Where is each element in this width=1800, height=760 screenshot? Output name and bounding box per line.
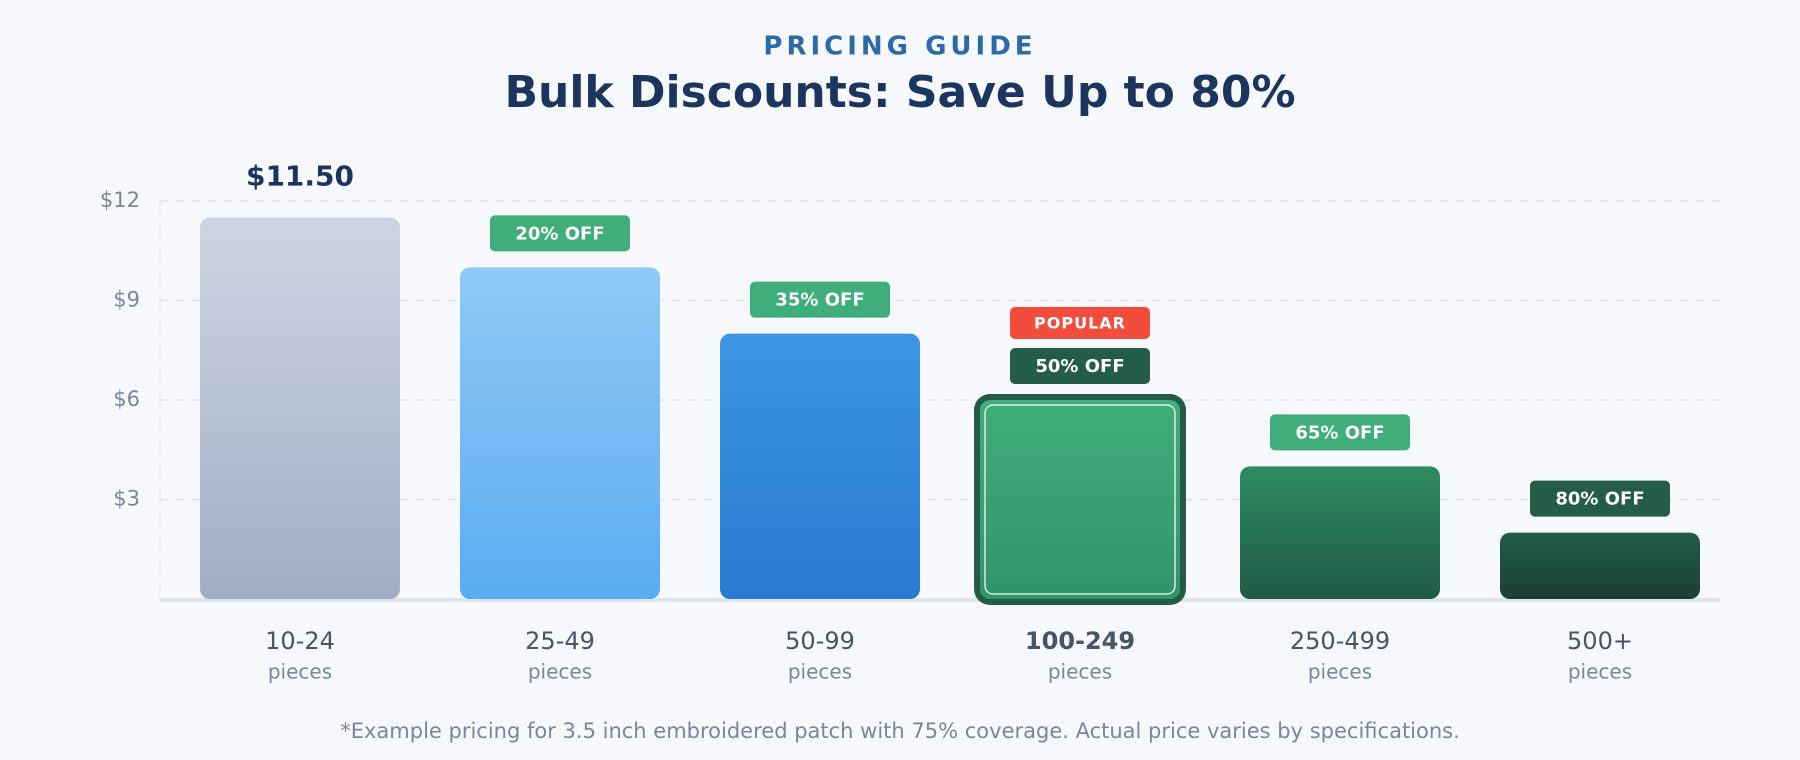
x-tick-label: 10-24	[265, 627, 335, 655]
x-tick-label: 50-99	[785, 627, 855, 655]
unit-label: pieces	[528, 660, 592, 684]
x-tick-label: 500+	[1567, 627, 1633, 655]
unit-label: pieces	[788, 660, 852, 684]
unit-label: pieces	[1308, 660, 1372, 684]
y-tick-label: $12	[100, 188, 140, 212]
discount-label: 35% OFF	[775, 290, 864, 311]
bar	[720, 333, 920, 599]
chart-title: Bulk Discounts: Save Up to 80%	[504, 67, 1295, 118]
popular-tag	[1010, 307, 1150, 339]
x-tick-label: 25-49	[525, 627, 595, 655]
bar	[460, 267, 660, 599]
bar	[200, 217, 400, 600]
popular-label: POPULAR	[1034, 314, 1126, 333]
y-tick-label: $9	[113, 288, 140, 312]
unit-label: pieces	[1568, 660, 1632, 684]
discount-badge	[490, 215, 630, 252]
y-tick-label: $3	[113, 487, 140, 511]
y-tick-label: $6	[113, 387, 140, 411]
eyebrow: PRICING GUIDE	[763, 32, 1036, 62]
x-tick-label: 250-499	[1290, 627, 1390, 655]
discount-label: 50% OFF	[1035, 356, 1124, 377]
bar	[1500, 532, 1700, 599]
discount-badge	[1010, 348, 1150, 384]
discount-label: 80% OFF	[1555, 489, 1644, 510]
discount-badge	[750, 281, 890, 318]
discount-label: 20% OFF	[515, 223, 604, 244]
bar	[980, 400, 1180, 599]
value-label: $11.50	[246, 160, 354, 193]
unit-label: pieces	[268, 660, 332, 684]
discount-label: 65% OFF	[1295, 422, 1384, 443]
x-tick-label: 100-249	[1025, 627, 1135, 655]
footnote: *Example pricing for 3.5 inch embroidere…	[340, 719, 1460, 743]
unit-label: pieces	[1048, 660, 1112, 684]
discount-badge	[1270, 414, 1410, 451]
highlight-inner	[984, 404, 1176, 595]
discount-badge	[1530, 480, 1670, 517]
bar	[1240, 466, 1440, 599]
